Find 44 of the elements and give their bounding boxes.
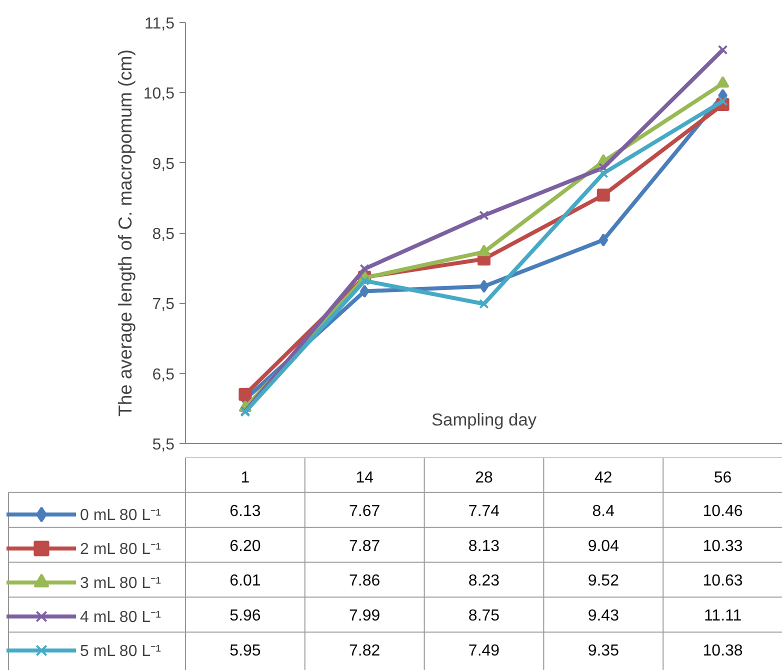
- y-tick-label: 9,5: [152, 156, 175, 173]
- data-label: 10.63: [702, 572, 743, 590]
- legend-label: 4 mL 80 L⁻¹: [80, 608, 161, 628]
- x-tick-label: 28: [475, 470, 493, 487]
- legend-label: 0 mL 80 L⁻¹: [80, 506, 161, 526]
- data-label: 8.75: [468, 608, 500, 625]
- data-label: 11.11: [704, 608, 742, 625]
- data-label: 9.52: [588, 572, 620, 590]
- data-label: 7.49: [468, 642, 500, 660]
- data-label: 7.86: [349, 572, 380, 590]
- data-label: 6.01: [230, 572, 261, 590]
- y-tick-label: 6,5: [152, 366, 175, 384]
- data-label: 5.96: [230, 608, 261, 625]
- data-label: 8.4: [592, 502, 615, 520]
- data-label: 10.38: [702, 642, 743, 660]
- data-label: 10.33: [702, 538, 743, 555]
- y-axis-title: The average length of C. macropomum (cm): [114, 49, 136, 417]
- data-label: 9.35: [588, 642, 620, 660]
- legend-label: 5 mL 80 L⁻¹: [80, 642, 161, 662]
- data-label: 8.23: [468, 572, 500, 590]
- x-tick-label: 1: [240, 470, 250, 487]
- y-tick-label: 7,5: [152, 296, 175, 314]
- legend-label: 3 mL 80 L⁻¹: [80, 574, 161, 594]
- y-tick-label: 10,5: [143, 86, 175, 103]
- y-tick-label: 8,5: [152, 226, 175, 243]
- data-label: 6.20: [230, 538, 261, 555]
- data-label: 7.99: [349, 608, 380, 625]
- y-tick-label: 5,5: [152, 436, 175, 454]
- x-tick-label: 56: [714, 470, 732, 487]
- x-tick-label: 14: [356, 470, 374, 487]
- data-label: 7.82: [349, 642, 380, 660]
- data-label: 10.46: [702, 502, 743, 520]
- data-label: 7.67: [349, 502, 380, 520]
- data-label: 7.74: [468, 502, 500, 520]
- data-label: 9.43: [588, 608, 620, 625]
- data-label: 5.95: [230, 642, 261, 660]
- data-label: 7.87: [349, 538, 380, 555]
- data-label: 9.04: [588, 538, 620, 555]
- x-axis-title: Sampling day: [432, 410, 537, 430]
- y-tick-label: 11,5: [144, 15, 175, 32]
- data-label: 6.13: [230, 502, 261, 520]
- x-tick-label: 42: [594, 470, 612, 487]
- legend-label: 2 mL 80 L⁻¹: [80, 540, 161, 560]
- data-label: 8.13: [468, 538, 500, 555]
